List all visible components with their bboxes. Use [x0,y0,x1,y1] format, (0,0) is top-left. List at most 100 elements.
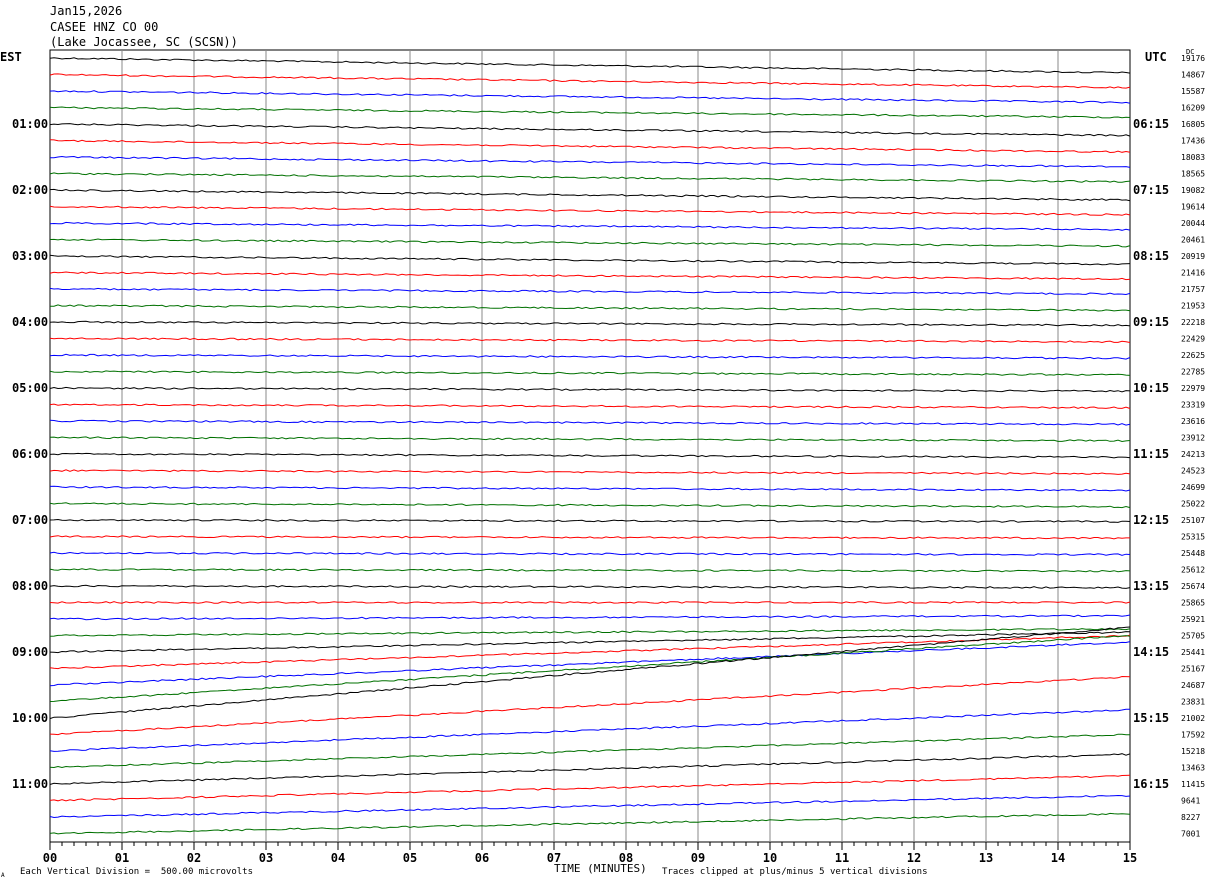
dc-offset-label: 15587 [1181,87,1205,96]
seismic-trace [49,502,1131,509]
dc-offset-label: 23319 [1181,401,1205,410]
dc-offset-label: 25107 [1181,516,1205,525]
dc-offset-label: 23912 [1181,434,1205,443]
dc-offset-label: 16805 [1181,120,1205,129]
dc-offset-label: 14867 [1181,71,1205,80]
dc-offset-label: 17436 [1181,137,1205,146]
left-hour-label: 07:00 [12,513,48,527]
dc-offset-label: 23831 [1181,698,1205,707]
seismic-trace [49,631,1131,654]
seismic-trace [49,601,1131,604]
seismic-trace [49,221,1131,231]
seismic-trace [50,155,1131,168]
seismic-trace [49,419,1131,426]
seismic-trace [49,205,1131,216]
seismic-trace [49,774,1131,802]
dc-offset-label: 22625 [1181,351,1205,360]
right-hour-label: 14:15 [1133,645,1169,659]
dc-offset-label: 24213 [1181,450,1205,459]
dc-offset-label: 25441 [1181,648,1205,657]
seismic-trace [49,551,1131,556]
seismic-trace [49,535,1130,540]
dc-offset-label: 17592 [1181,731,1205,740]
dc-offset-label: 16209 [1181,104,1205,113]
clip-note: Traces clipped at plus/minus 5 vertical … [662,867,928,877]
x-tick-label: 04 [331,851,345,865]
left-hour-label: 11:00 [12,777,48,791]
x-tick-label: 13 [979,851,993,865]
left-hour-label: 05:00 [12,381,48,395]
dc-offset-label: 19614 [1181,203,1205,212]
seismic-trace [49,386,1131,393]
plot-border [49,49,1131,843]
right-hour-label: 12:15 [1133,513,1169,527]
seismic-trace [49,635,1131,702]
seismic-trace [49,139,1131,154]
left-hour-label: 01:00 [12,117,48,131]
x-tick-label: 12 [907,851,921,865]
dc-offset-label: 11415 [1181,780,1205,789]
seismic-trace [49,733,1130,769]
seismic-trace [49,188,1131,202]
dc-offset-label: 25022 [1181,500,1205,509]
seismic-trace [49,106,1131,119]
right-hour-label: 11:15 [1133,447,1169,461]
x-tick-label: 05 [403,851,417,865]
seismic-trace [49,452,1131,459]
x-tick-label: 15 [1123,851,1137,865]
seismic-trace [49,172,1131,183]
left-hour-label: 08:00 [12,579,48,593]
x-tick-label: 03 [259,851,273,865]
seismic-trace [49,485,1131,492]
dc-offset-label: 25674 [1181,582,1205,591]
x-tick-label: 07 [547,851,561,865]
dc-offset-label: 24687 [1181,681,1205,690]
header-station: CASEE HNZ CO 00 [50,20,159,34]
seismic-trace [49,353,1131,360]
corner-mark: A [1,872,5,879]
dc-offset-label: 25705 [1181,632,1205,641]
seismic-trace [49,568,1131,573]
left-hour-label: 02:00 [12,183,48,197]
right-hour-label: 10:15 [1133,381,1169,395]
right-hour-label: 16:15 [1133,777,1169,791]
seismic-trace [49,708,1131,752]
left-timezone-label: EST [0,50,22,64]
dc-offset-label: 24523 [1181,467,1205,476]
seismic-trace [49,287,1131,296]
x-axis-title: TIME (MINUTES) [554,862,647,875]
seismic-trace [49,812,1131,835]
x-tick-label: 06 [475,851,489,865]
dc-offset-label: 15218 [1181,747,1205,756]
seismic-trace [49,73,1131,89]
seismic-trace [49,634,1131,670]
dc-offset-label: 25167 [1181,665,1205,674]
seismic-trace [49,753,1131,785]
dc-offset-label: 25448 [1181,549,1205,558]
trace-group [49,57,1131,835]
right-hour-label: 09:15 [1133,315,1169,329]
dc-offset-label: 18083 [1181,153,1205,162]
plot-grid [49,49,1131,850]
header-date: Jan15,2026 [50,4,123,18]
dc-offset-label: 19176 [1181,54,1205,63]
right-hour-label: 06:15 [1133,117,1169,131]
seismic-trace [49,584,1131,589]
seismic-trace [49,238,1131,248]
x-tick-label: 10 [763,851,777,865]
dc-offset-label: 22218 [1181,318,1205,327]
x-tick-label: 11 [835,851,849,865]
seismic-trace [49,320,1131,327]
seismic-trace [49,794,1131,819]
seismic-trace [49,90,1131,104]
seismic-trace [49,403,1131,409]
dc-offset-label: 20461 [1181,236,1205,245]
seismic-trace [49,436,1131,443]
dc-offset-label: 21002 [1181,714,1205,723]
right-hour-label: 13:15 [1133,579,1169,593]
dc-offset-label: 9641 [1181,797,1200,806]
seismic-trace [49,614,1131,621]
dc-offset-label: 19082 [1181,186,1205,195]
left-hour-label: 03:00 [12,249,48,263]
seismic-trace [49,254,1131,266]
